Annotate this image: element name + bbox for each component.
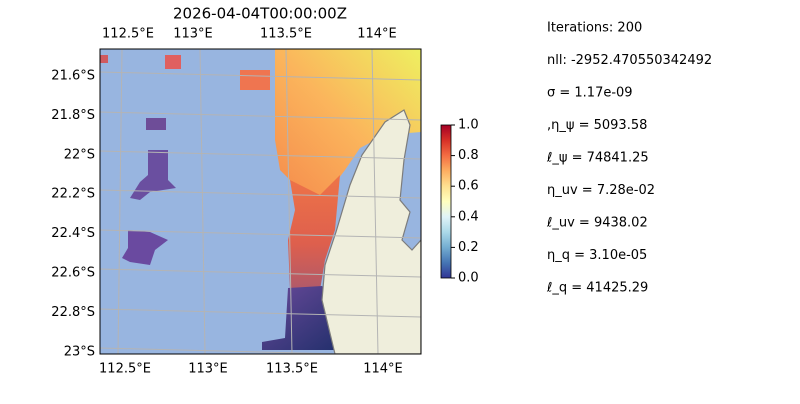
colorbar-tick-label: 0.4 xyxy=(458,209,479,224)
colorbar-tick-label: 0.0 xyxy=(458,271,479,286)
colorbar: 0.0 0.2 0.4 0.6 0.8 1.0 xyxy=(440,118,479,286)
lat-label: 23°S xyxy=(64,344,95,359)
lon-label-top: 113°E xyxy=(173,27,213,42)
info-line: ℓ_q = 41425.29 xyxy=(546,281,648,296)
info-line: ℓ_ψ = 74841.25 xyxy=(546,151,649,166)
lon-label-bottom: 112.5°E xyxy=(99,362,151,377)
lon-label-bottom: 113°E xyxy=(188,362,228,377)
lon-label-bottom: 113.5°E xyxy=(266,362,318,377)
info-line: ,η_ψ = 5093.58 xyxy=(547,118,647,133)
lat-label: 22°S xyxy=(64,147,95,162)
lat-label: 21.8°S xyxy=(51,108,95,123)
lon-label-top: 112.5°E xyxy=(102,27,154,42)
info-line: ℓ_uv = 9438.02 xyxy=(546,216,648,231)
map-frame xyxy=(99,48,422,355)
lat-label: 22.2°S xyxy=(51,187,95,202)
colorbar-tick-label: 0.6 xyxy=(458,179,479,194)
lon-label-top: 113.5°E xyxy=(260,27,312,42)
info-line: η_uv = 7.28e-02 xyxy=(547,183,655,198)
info-line: nll: -2952.470550342492 xyxy=(547,53,712,68)
info-line: Iterations: 200 xyxy=(547,21,642,36)
lon-label-bottom: 114°E xyxy=(363,362,403,377)
colorbar-tick-label: 1.0 xyxy=(458,118,479,133)
map-title: 2026-04-04T00:00:00Z xyxy=(173,5,347,23)
lat-label: 22.8°S xyxy=(51,305,95,320)
info-line: η_q = 3.10e-05 xyxy=(547,248,647,263)
lat-label: 22.4°S xyxy=(51,226,95,241)
info-line: σ = 1.17e-09 xyxy=(547,86,633,101)
lon-label-top: 114°E xyxy=(357,27,397,42)
map-area xyxy=(100,49,421,354)
lat-label: 22.6°S xyxy=(51,266,95,281)
info-panel: Iterations: 200 nll: -2952.470550342492 σ … xyxy=(546,21,712,296)
lat-label: 21.6°S xyxy=(51,69,95,84)
colorbar-tick-label: 0.8 xyxy=(458,148,479,163)
colorbar-tick-label: 0.2 xyxy=(458,240,479,255)
